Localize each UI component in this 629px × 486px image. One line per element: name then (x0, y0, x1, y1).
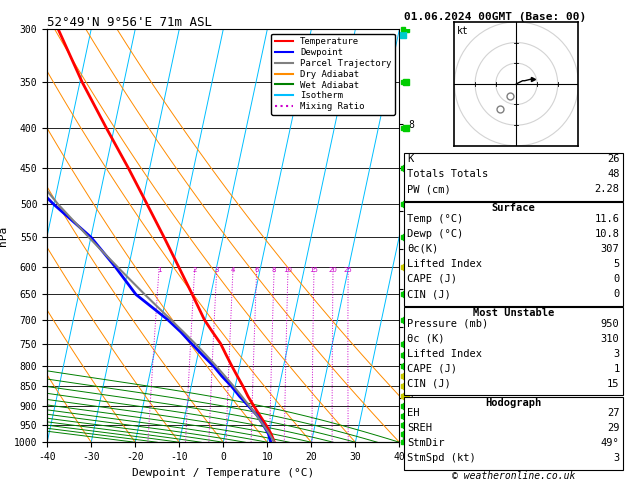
Text: 3: 3 (613, 348, 620, 359)
Text: 310: 310 (601, 333, 620, 344)
Text: CAPE (J): CAPE (J) (407, 274, 457, 284)
Text: 307: 307 (601, 244, 620, 254)
Text: Pressure (mb): Pressure (mb) (407, 318, 488, 329)
Text: 10.8: 10.8 (594, 229, 620, 239)
Text: CIN (J): CIN (J) (407, 379, 451, 389)
Text: 0: 0 (613, 289, 620, 299)
Text: 52°49'N 9°56'E 71m ASL: 52°49'N 9°56'E 71m ASL (47, 16, 212, 29)
Text: 950: 950 (601, 318, 620, 329)
Text: 2.28: 2.28 (594, 184, 620, 194)
Text: 2: 2 (192, 267, 197, 273)
Text: 49°: 49° (601, 438, 620, 449)
Text: 8: 8 (272, 267, 277, 273)
Text: PW (cm): PW (cm) (407, 184, 451, 194)
Text: 29: 29 (607, 423, 620, 434)
Text: 20: 20 (328, 267, 338, 273)
Text: StmDir: StmDir (407, 438, 445, 449)
Y-axis label: km
ASL: km ASL (426, 225, 444, 246)
Text: 0: 0 (613, 274, 620, 284)
Text: StmSpd (kt): StmSpd (kt) (407, 453, 476, 464)
X-axis label: Dewpoint / Temperature (°C): Dewpoint / Temperature (°C) (132, 468, 314, 478)
Text: Dewp (°C): Dewp (°C) (407, 229, 463, 239)
Text: Lifted Index: Lifted Index (407, 348, 482, 359)
Text: Most Unstable: Most Unstable (472, 308, 554, 318)
Text: 27: 27 (607, 408, 620, 418)
Text: 5: 5 (613, 259, 620, 269)
Legend: Temperature, Dewpoint, Parcel Trajectory, Dry Adiabat, Wet Adiabat, Isotherm, Mi: Temperature, Dewpoint, Parcel Trajectory… (271, 34, 395, 115)
Text: 25: 25 (344, 267, 352, 273)
Text: 1: 1 (613, 364, 620, 374)
Text: 01.06.2024 00GMT (Base: 00): 01.06.2024 00GMT (Base: 00) (404, 12, 586, 22)
Text: 48: 48 (607, 169, 620, 179)
Text: LCL: LCL (402, 435, 417, 444)
Text: © weatheronline.co.uk: © weatheronline.co.uk (452, 471, 575, 481)
Text: 3: 3 (214, 267, 219, 273)
Y-axis label: hPa: hPa (0, 226, 8, 246)
Text: 15: 15 (607, 379, 620, 389)
Text: θc (K): θc (K) (407, 333, 445, 344)
Text: 4: 4 (231, 267, 235, 273)
Text: kt: kt (457, 26, 468, 36)
Text: CIN (J): CIN (J) (407, 289, 451, 299)
Text: 1: 1 (157, 267, 162, 273)
Text: K: K (407, 154, 413, 164)
Text: Lifted Index: Lifted Index (407, 259, 482, 269)
Text: SREH: SREH (407, 423, 432, 434)
Text: CAPE (J): CAPE (J) (407, 364, 457, 374)
Text: 11.6: 11.6 (594, 214, 620, 224)
Text: 10: 10 (284, 267, 292, 273)
Text: 3: 3 (613, 453, 620, 464)
Text: Surface: Surface (491, 203, 535, 213)
Text: θc(K): θc(K) (407, 244, 438, 254)
Text: 26: 26 (607, 154, 620, 164)
Text: 6: 6 (255, 267, 259, 273)
Text: EH: EH (407, 408, 420, 418)
Text: Hodograph: Hodograph (485, 398, 542, 408)
Text: 15: 15 (309, 267, 318, 273)
Text: Totals Totals: Totals Totals (407, 169, 488, 179)
Text: Temp (°C): Temp (°C) (407, 214, 463, 224)
